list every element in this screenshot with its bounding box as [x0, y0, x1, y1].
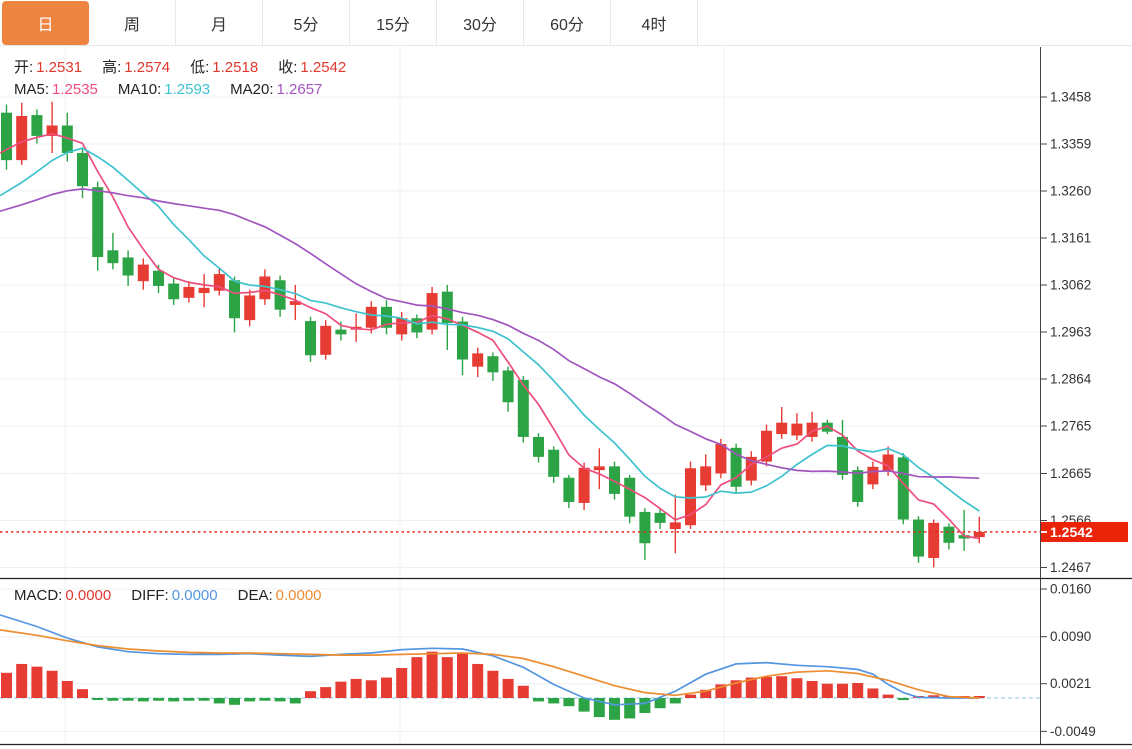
- macd-readout: MACD: 0.0000 DIFF: 0.0000 DEA: 0.0000: [14, 587, 322, 604]
- ma10-line: [0, 147, 980, 512]
- ma20-line: [0, 188, 980, 480]
- ma5-line: [0, 132, 980, 540]
- ma20-readout: MA20: 1.2657: [230, 81, 323, 98]
- open-readout: 开: 1.2531: [14, 59, 83, 76]
- diff-line: [0, 614, 980, 706]
- close-readout: 收: 1.2542: [278, 59, 347, 76]
- ma-lines: [0, 132, 980, 540]
- macd-value: MACD: 0.0000: [14, 587, 112, 604]
- dea-line: [0, 629, 980, 699]
- tab-month[interactable]: 月: [176, 0, 263, 45]
- axis-tick-label: 1.2963: [1050, 325, 1091, 340]
- macd-histogram: [1, 651, 985, 720]
- axis-tick-label: 1.3260: [1050, 184, 1091, 199]
- axis-tick-label: 0.0021: [1050, 676, 1091, 691]
- axis-tick-label: 1.2467: [1050, 560, 1091, 575]
- low-readout: 低: 1.2518: [190, 59, 259, 76]
- diff-value: DIFF: 0.0000: [131, 587, 218, 604]
- axis-tick-label: 1.3161: [1050, 231, 1091, 246]
- price-axis: 1.3458 1.3359 1.3260 1.3161 1.3062 1.2963 1.28…: [0, 47, 1132, 746]
- tab-week[interactable]: 周: [89, 0, 176, 45]
- axis-tick-label: -0.0049: [1050, 724, 1096, 739]
- ohlc-readout: 开: 1.2531 高: 1.2574 低: 1.2518 收: 1.2542: [14, 56, 346, 77]
- ma-readout: MA5: 1.2535 MA10: 1.2593 MA20: 1.2657: [14, 81, 322, 98]
- high-readout: 高: 1.2574: [102, 59, 171, 76]
- axis-tick-label: 0.0090: [1050, 629, 1091, 644]
- price-tag-value: 1.2542: [1050, 524, 1093, 540]
- timeframe-tabbar: 日 周 月 5分 15分 30分 60分 4时: [0, 0, 1132, 46]
- price-tag-tick-icon: [1041, 531, 1047, 533]
- axis-tick-label: 1.2665: [1050, 466, 1091, 481]
- current-price-tag: 1.2542: [1041, 522, 1128, 542]
- axis-tick-label: 1.2864: [1050, 372, 1092, 387]
- macd-lines: [0, 614, 980, 706]
- tab-4hour[interactable]: 4时: [611, 0, 698, 45]
- axis-tick-label: 0.0160: [1050, 582, 1091, 597]
- tab-15min[interactable]: 15分: [350, 0, 437, 45]
- axis-tick-label: 1.2765: [1050, 419, 1091, 434]
- tab-30min[interactable]: 30分: [437, 0, 524, 45]
- candles: [1, 101, 985, 568]
- tab-5min[interactable]: 5分: [263, 0, 350, 45]
- tab-60min[interactable]: 60分: [524, 0, 611, 45]
- ma10-readout: MA10: 1.2593: [117, 81, 211, 98]
- ma5-readout: MA5: 1.2535: [14, 81, 98, 98]
- axis-tick-label: 1.3062: [1050, 278, 1091, 293]
- axis-tick-label: 1.3458: [1050, 90, 1091, 105]
- axis-tick-label: 1.3359: [1050, 137, 1091, 152]
- tab-day[interactable]: 日: [2, 1, 89, 45]
- dea-value: DEA: 0.0000: [237, 587, 322, 604]
